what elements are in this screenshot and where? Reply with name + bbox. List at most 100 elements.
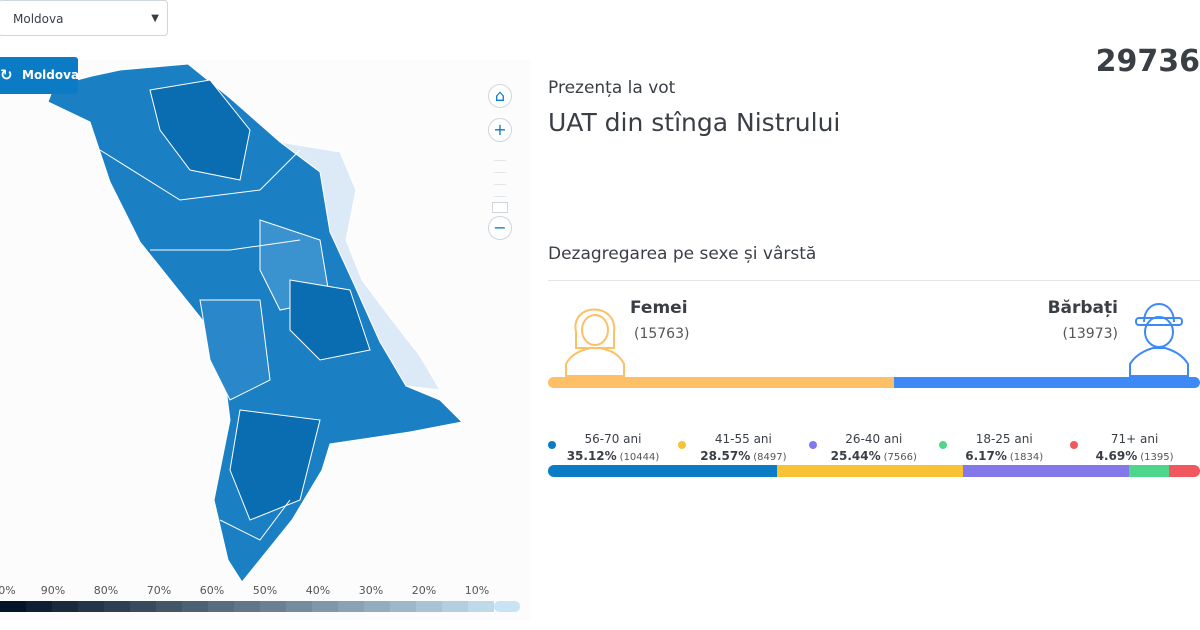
age-dot xyxy=(548,441,556,449)
age-name: 18-25 ani xyxy=(975,432,1033,446)
legend-swatch xyxy=(338,601,364,612)
caret: ▼ xyxy=(151,13,159,24)
legend-swatch xyxy=(364,601,390,612)
legend-swatch xyxy=(468,601,494,612)
age-dot xyxy=(678,441,687,449)
age-legend-item: 56-70 ani 35.12% (10444) xyxy=(548,432,678,463)
title: Prezența la vot xyxy=(548,78,676,98)
subtitle: UAT din stînga Nistrului xyxy=(548,108,841,137)
age-legend-item: 18-25 ani 6.17% (1834) xyxy=(939,432,1069,463)
map-region[interactable] xyxy=(289,279,371,361)
zoom-tick xyxy=(494,160,506,161)
age-name: 56-70 ani xyxy=(584,432,642,446)
legend-swatch xyxy=(156,601,182,612)
map-panel xyxy=(0,60,530,620)
age-count: (1395) xyxy=(1140,452,1174,463)
age-bar xyxy=(548,465,1200,477)
age-legend-item: 41-55 ani 28.57% (8497) xyxy=(678,432,808,463)
legend-tick-label: 30% xyxy=(358,584,384,597)
legend-scale xyxy=(0,601,520,612)
age-dot xyxy=(808,441,817,449)
legend-tick-label: 70% xyxy=(146,584,172,597)
age-legend-item: 26-40 ani 25.44% (7566) xyxy=(808,432,939,463)
map-region[interactable] xyxy=(229,409,321,521)
legend-tick-label: 10% xyxy=(464,584,490,597)
age-name: 26-40 ani xyxy=(845,432,903,446)
reset-button[interactable]: ↻ Moldova xyxy=(0,57,80,94)
age-bar-segment xyxy=(548,465,777,477)
map-region[interactable] xyxy=(149,79,251,181)
legend-tick-label: 100% xyxy=(0,584,16,597)
age-name: 41-55 ani xyxy=(714,432,772,446)
zoom-in-button[interactable]: + xyxy=(488,118,512,142)
legend-swatch xyxy=(78,601,104,612)
age-dot xyxy=(939,441,948,449)
legend-swatch xyxy=(494,601,520,612)
age-percent: 35.12% xyxy=(566,449,617,463)
legend-swatch xyxy=(416,601,442,612)
region-border xyxy=(150,239,301,251)
female-label: Femei xyxy=(630,298,688,318)
age-bar-segment xyxy=(1129,465,1170,477)
legend-swatch xyxy=(312,601,338,612)
zoom-handle[interactable] xyxy=(492,202,508,213)
region-border xyxy=(99,149,301,201)
legend-swatch xyxy=(260,601,286,612)
gender-bar xyxy=(548,377,1200,388)
age-bar-segment xyxy=(1169,465,1200,477)
male-icon xyxy=(1129,303,1189,377)
legend-swatch xyxy=(286,601,312,612)
legend-swatch xyxy=(208,601,234,612)
legend-swatch xyxy=(442,601,468,612)
legend-tick-label: 20% xyxy=(411,584,437,597)
breakdown-title: Dezagregarea pe sexe și vârstă xyxy=(548,244,817,264)
legend-swatch xyxy=(390,601,416,612)
select-text: Moldova xyxy=(13,12,64,26)
male-label: Bărbați xyxy=(1047,298,1118,318)
female-icon xyxy=(565,308,625,377)
gender-bar-segment xyxy=(893,377,1200,388)
home-button[interactable]: ⌂ xyxy=(488,84,512,108)
age-count: (7566) xyxy=(883,452,917,463)
reset-text: Moldova xyxy=(22,68,80,82)
legend-swatch xyxy=(182,601,208,612)
map[interactable] xyxy=(0,60,530,620)
region-border xyxy=(219,499,291,541)
age-percent: 25.44% xyxy=(830,449,881,463)
legend-swatch xyxy=(52,601,78,612)
age-count: (1834) xyxy=(1009,452,1044,463)
legend-swatch xyxy=(130,601,156,612)
legend-swatch xyxy=(26,601,52,612)
zoom-out-button[interactable]: − xyxy=(488,216,512,240)
legend-swatch xyxy=(234,601,260,612)
male-count: (13973) xyxy=(1062,326,1118,342)
zoom-tick xyxy=(494,196,506,197)
gender-bar-segment xyxy=(548,377,894,388)
age-count: (10444) xyxy=(619,452,660,463)
zoom-tick xyxy=(494,184,506,185)
total: 29736 xyxy=(1095,44,1200,79)
divider xyxy=(548,280,1200,281)
reset-icon: ↻ xyxy=(0,66,13,84)
legend-tick-label: 80% xyxy=(93,584,119,597)
age-bar-segment xyxy=(963,465,1130,477)
age-count: (8497) xyxy=(753,452,787,463)
age-dot xyxy=(1069,441,1078,449)
age-legend-item: 71+ ani 4.69% (1395) xyxy=(1069,432,1200,463)
age-percent: 4.69% xyxy=(1095,449,1138,463)
legend-tick-label: 60% xyxy=(199,584,225,597)
legend-tick-label: 40% xyxy=(305,584,331,597)
region-select[interactable]: Moldova ▼ xyxy=(0,0,168,36)
female-count: (15763) xyxy=(634,326,690,342)
age-name: 71+ ani xyxy=(1110,432,1159,446)
zoom-tick xyxy=(494,172,506,173)
legend-swatch xyxy=(104,601,130,612)
age-bar-segment xyxy=(777,465,964,477)
map-region[interactable] xyxy=(199,299,271,401)
legend-tick-label: 50% xyxy=(252,584,278,597)
age-percent: 6.17% xyxy=(965,449,1007,463)
legend-tick-label: 90% xyxy=(40,584,66,597)
age-percent: 28.57% xyxy=(700,449,751,463)
legend-swatch xyxy=(0,601,26,612)
